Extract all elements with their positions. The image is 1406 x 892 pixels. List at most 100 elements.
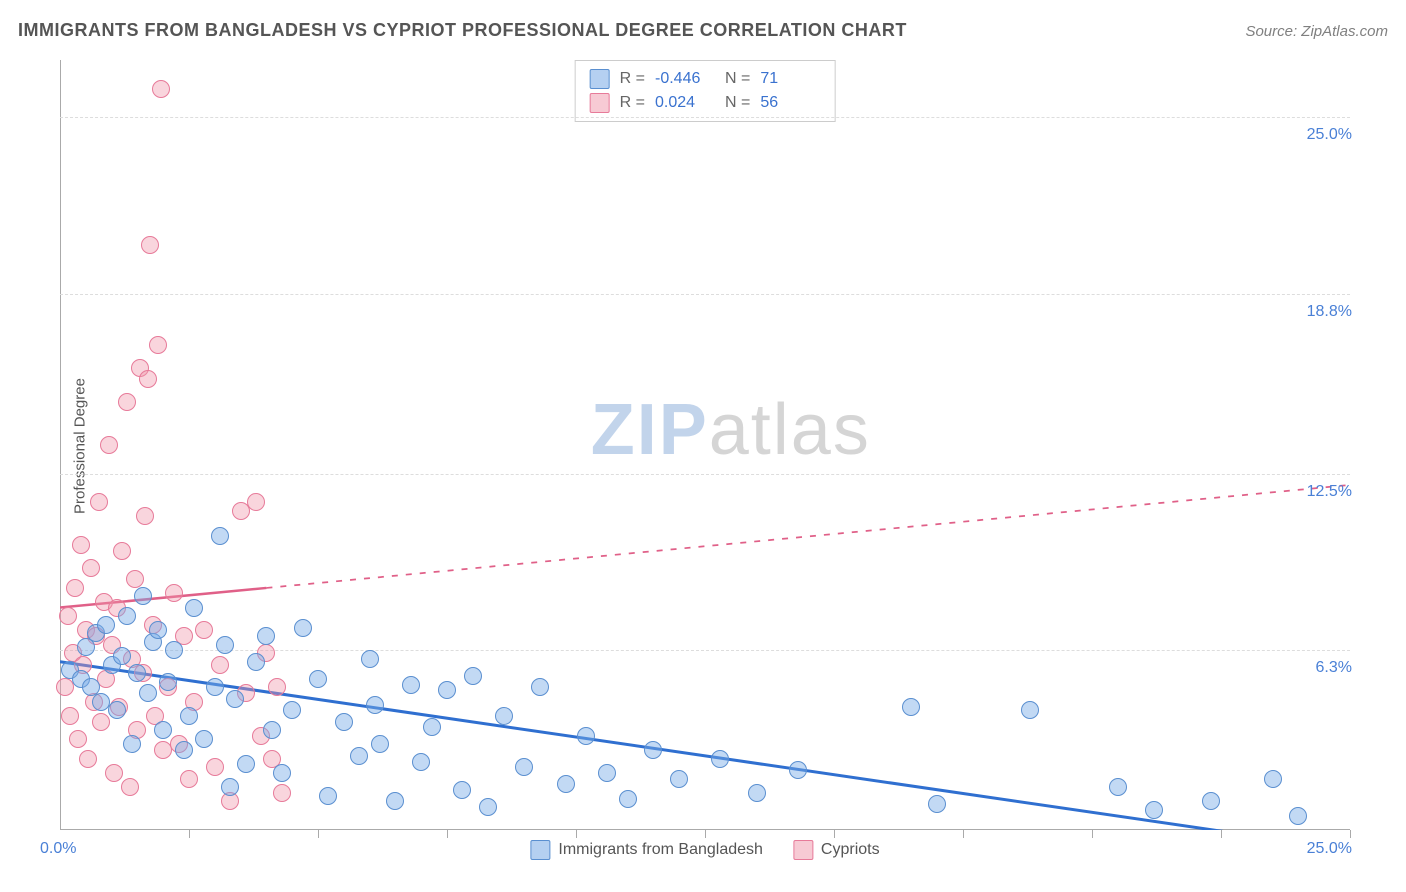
data-point-blue <box>211 527 229 545</box>
data-point-blue <box>423 718 441 736</box>
data-point-blue <box>97 616 115 634</box>
watermark-zip: ZIP <box>591 390 709 470</box>
data-point-blue <box>263 721 281 739</box>
r-value-blue: -0.446 <box>655 67 715 91</box>
data-point-blue <box>221 778 239 796</box>
x-tick <box>318 830 319 838</box>
data-point-blue <box>412 753 430 771</box>
data-point-pink <box>82 559 100 577</box>
data-point-blue <box>464 667 482 685</box>
r-value-pink: 0.024 <box>655 91 715 115</box>
legend-label-blue: Immigrants from Bangladesh <box>558 841 763 859</box>
data-point-blue <box>479 798 497 816</box>
data-point-blue <box>928 795 946 813</box>
source-label: Source: ZipAtlas.com <box>1245 23 1388 40</box>
y-tick-label: 18.8% <box>1307 303 1352 321</box>
data-point-blue <box>1021 701 1039 719</box>
data-point-blue <box>283 701 301 719</box>
data-point-blue <box>748 784 766 802</box>
data-point-pink <box>141 236 159 254</box>
data-point-pink <box>92 713 110 731</box>
data-point-pink <box>100 436 118 454</box>
data-point-blue <box>644 741 662 759</box>
data-point-pink <box>152 80 170 98</box>
data-point-blue <box>557 775 575 793</box>
data-point-blue <box>1264 770 1282 788</box>
data-point-blue <box>206 678 224 696</box>
data-point-pink <box>247 493 265 511</box>
data-point-pink <box>211 656 229 674</box>
data-point-blue <box>711 750 729 768</box>
data-point-blue <box>670 770 688 788</box>
data-point-blue <box>247 653 265 671</box>
y-tick-label: 6.3% <box>1316 659 1352 677</box>
r-label: R = <box>620 67 645 91</box>
data-point-blue <box>453 781 471 799</box>
chart-title: IMMIGRANTS FROM BANGLADESH VS CYPRIOT PR… <box>18 20 907 41</box>
data-point-pink <box>69 730 87 748</box>
data-point-blue <box>531 678 549 696</box>
data-point-pink <box>136 507 154 525</box>
swatch-pink <box>590 93 610 113</box>
data-point-blue <box>139 684 157 702</box>
data-point-blue <box>294 619 312 637</box>
data-point-blue <box>335 713 353 731</box>
plot-area: ZIPatlas R = -0.446 N = 71 R = 0.024 N =… <box>60 60 1350 830</box>
data-point-blue <box>319 787 337 805</box>
data-point-blue <box>123 735 141 753</box>
swatch-blue <box>530 840 550 860</box>
data-point-blue <box>598 764 616 782</box>
n-value-blue: 71 <box>760 67 820 91</box>
data-point-blue <box>154 721 172 739</box>
data-point-blue <box>495 707 513 725</box>
data-point-blue <box>386 792 404 810</box>
data-point-blue <box>195 730 213 748</box>
data-point-pink <box>206 758 224 776</box>
data-point-pink <box>180 770 198 788</box>
data-point-blue <box>366 696 384 714</box>
data-point-pink <box>121 778 139 796</box>
data-point-blue <box>902 698 920 716</box>
data-point-blue <box>108 701 126 719</box>
n-label: N = <box>725 91 750 115</box>
data-point-blue <box>371 735 389 753</box>
data-point-pink <box>165 584 183 602</box>
x-tick <box>1350 830 1351 838</box>
gridline <box>60 474 1350 475</box>
data-point-blue <box>257 627 275 645</box>
data-point-blue <box>226 690 244 708</box>
data-point-pink <box>79 750 97 768</box>
n-value-pink: 56 <box>760 91 820 115</box>
data-point-pink <box>195 621 213 639</box>
data-point-blue <box>361 650 379 668</box>
gridline <box>60 650 1350 651</box>
rn-row-blue: R = -0.446 N = 71 <box>590 67 821 91</box>
n-label: N = <box>725 67 750 91</box>
data-point-blue <box>159 673 177 691</box>
watermark: ZIPatlas <box>591 389 871 471</box>
x-tick <box>963 830 964 838</box>
data-point-blue <box>216 636 234 654</box>
data-point-blue <box>789 761 807 779</box>
data-point-pink <box>149 336 167 354</box>
x-max-label: 25.0% <box>1307 840 1352 858</box>
x-tick <box>447 830 448 838</box>
data-point-blue <box>128 664 146 682</box>
data-point-blue <box>619 790 637 808</box>
y-tick-label: 25.0% <box>1307 126 1352 144</box>
data-point-pink <box>139 370 157 388</box>
data-point-pink <box>59 607 77 625</box>
legend-label-pink: Cypriots <box>821 841 880 859</box>
x-tick <box>576 830 577 838</box>
x-origin-label: 0.0% <box>40 840 76 858</box>
data-point-blue <box>1202 792 1220 810</box>
x-tick <box>1092 830 1093 838</box>
data-point-blue <box>113 647 131 665</box>
data-point-pink <box>72 536 90 554</box>
data-point-blue <box>577 727 595 745</box>
swatch-pink <box>793 840 813 860</box>
x-tick <box>1221 830 1222 838</box>
data-point-blue <box>1109 778 1127 796</box>
header-bar: IMMIGRANTS FROM BANGLADESH VS CYPRIOT PR… <box>18 20 1388 41</box>
data-point-blue <box>438 681 456 699</box>
